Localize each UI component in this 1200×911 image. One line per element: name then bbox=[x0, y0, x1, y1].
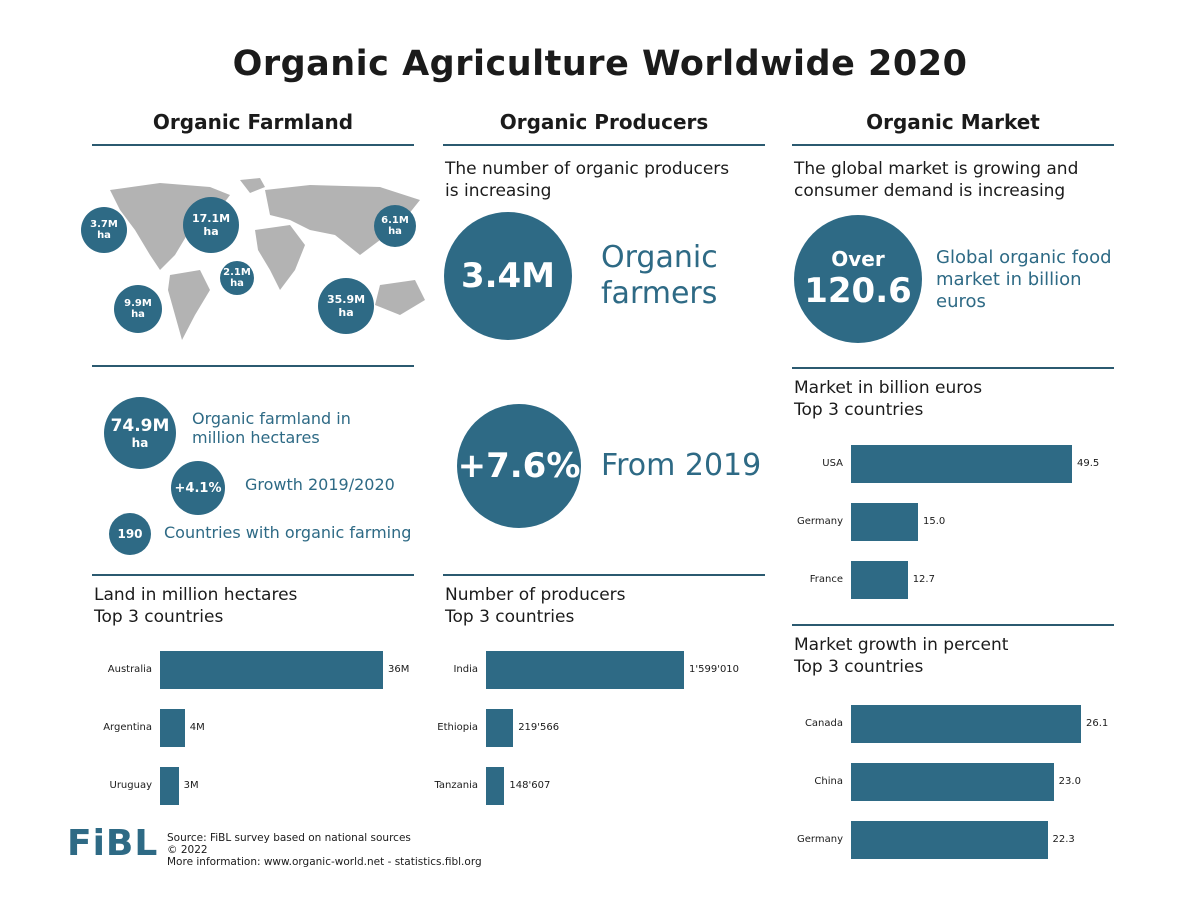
divider bbox=[792, 144, 1114, 146]
bar-value-label: 148'607 bbox=[509, 780, 551, 791]
bar bbox=[851, 705, 1081, 743]
bar bbox=[160, 651, 383, 689]
bar bbox=[486, 767, 505, 805]
section-producers-title: Organic Producers bbox=[499, 110, 709, 134]
bar-category-label: Australia bbox=[107, 664, 152, 675]
farmers-label: Organic farmers bbox=[601, 240, 718, 311]
map-bubble-asia: 6.1M ha bbox=[374, 205, 416, 247]
chart-growth-title: Market growth in percent Top 3 countries bbox=[794, 635, 1009, 677]
more-info-text: More information: www.organic-world.net … bbox=[167, 856, 482, 868]
market-intro: The global market is growing and consume… bbox=[794, 159, 1079, 201]
bar-value-label: 219'566 bbox=[518, 722, 560, 733]
map-bubbles: 3.7M ha 17.1M ha 6.1M ha 2.1M ha 9.9M ha 35.9… bbox=[81, 175, 430, 345]
bar bbox=[160, 767, 179, 805]
bar-value-label: 22.3 bbox=[1052, 834, 1075, 845]
bar bbox=[160, 709, 185, 747]
bar bbox=[486, 709, 514, 747]
source-text: Source: FiBL survey based on national so… bbox=[167, 832, 411, 844]
market-label: Global organic food market in billion eu… bbox=[936, 247, 1112, 312]
map-bubble-oceania: 35.9M ha bbox=[318, 278, 374, 334]
farmland-total-label: Organic farmland in million hectares bbox=[192, 409, 351, 447]
bar-category-label: Ethiopia bbox=[437, 722, 478, 733]
producers-growth-label: From 2019 bbox=[601, 448, 762, 483]
bar bbox=[851, 763, 1054, 801]
bar-category-label: Argentina bbox=[103, 722, 152, 733]
section-market-title: Organic Market bbox=[866, 110, 1040, 134]
copyright-text: © 2022 bbox=[167, 844, 208, 856]
bar bbox=[851, 821, 1048, 859]
countries-label: Countries with organic farming bbox=[164, 523, 412, 542]
farmland-growth-label: Growth 2019/2020 bbox=[245, 475, 395, 494]
divider bbox=[792, 624, 1114, 626]
bar-category-label: Tanzania bbox=[434, 780, 478, 791]
chart-market-title: Market in billion euros Top 3 countries bbox=[794, 378, 983, 420]
bar-category-label: Canada bbox=[804, 718, 843, 729]
fibl-logo: FiBL bbox=[67, 823, 159, 864]
chart-producers-title: Number of producers Top 3 countries bbox=[445, 585, 626, 627]
divider bbox=[92, 144, 414, 146]
producers-growth-circle: +7.6% bbox=[457, 404, 581, 528]
bar bbox=[486, 651, 684, 689]
section-farmland-title: Organic Farmland bbox=[152, 110, 354, 134]
map-bubble-north-america-west: 3.7M ha bbox=[81, 207, 127, 253]
bar-category-label: Uruguay bbox=[109, 780, 153, 791]
bar-value-label: 49.5 bbox=[1077, 458, 1100, 469]
bar-value-label: 12.7 bbox=[912, 574, 935, 585]
farmland-growth-circle: +4.1% bbox=[171, 461, 225, 515]
page-title: Organic Agriculture Worldwide 2020 bbox=[232, 44, 968, 84]
divider bbox=[792, 367, 1114, 369]
bar-category-label: France bbox=[809, 574, 843, 585]
bar-value-label: 23.0 bbox=[1058, 776, 1081, 787]
bar-category-label: China bbox=[814, 776, 843, 787]
bar-value-label: 15.0 bbox=[922, 516, 946, 527]
bar-value-label: 1'599'010 bbox=[689, 664, 740, 675]
bar-category-label: USA bbox=[822, 458, 843, 469]
countries-circle: 190 bbox=[109, 513, 151, 555]
map-bubble-latin-america: 9.9M ha bbox=[114, 285, 162, 333]
divider bbox=[92, 574, 414, 576]
map-bubble-europe: 17.1M ha bbox=[183, 197, 239, 253]
divider bbox=[92, 365, 414, 367]
bar-value-label: 26.1 bbox=[1086, 718, 1109, 729]
farmers-circle: 3.4M bbox=[444, 212, 572, 340]
bar-category-label: Germany bbox=[797, 516, 843, 527]
bar bbox=[851, 445, 1072, 483]
bar bbox=[851, 503, 918, 541]
bar-value-label: 3M bbox=[183, 780, 199, 791]
chart-land-title: Land in million hectares Top 3 countries bbox=[94, 585, 298, 627]
market-circle: Over 120.6 bbox=[794, 215, 922, 343]
producers-intro: The number of organic producers is incre… bbox=[445, 159, 730, 201]
bar-value-label: 36M bbox=[388, 664, 410, 675]
footer-info: Source: FiBL survey based on national so… bbox=[167, 832, 482, 868]
bar-category-label: Germany bbox=[797, 834, 843, 845]
bar bbox=[851, 561, 908, 599]
bar-category-label: India bbox=[453, 664, 478, 675]
bar-value-label: 4M bbox=[189, 722, 205, 733]
farmland-total-circle: 74.9M ha bbox=[104, 397, 176, 469]
map-bubble-africa: 2.1M ha bbox=[220, 261, 254, 295]
divider bbox=[443, 574, 765, 576]
divider bbox=[443, 144, 765, 146]
